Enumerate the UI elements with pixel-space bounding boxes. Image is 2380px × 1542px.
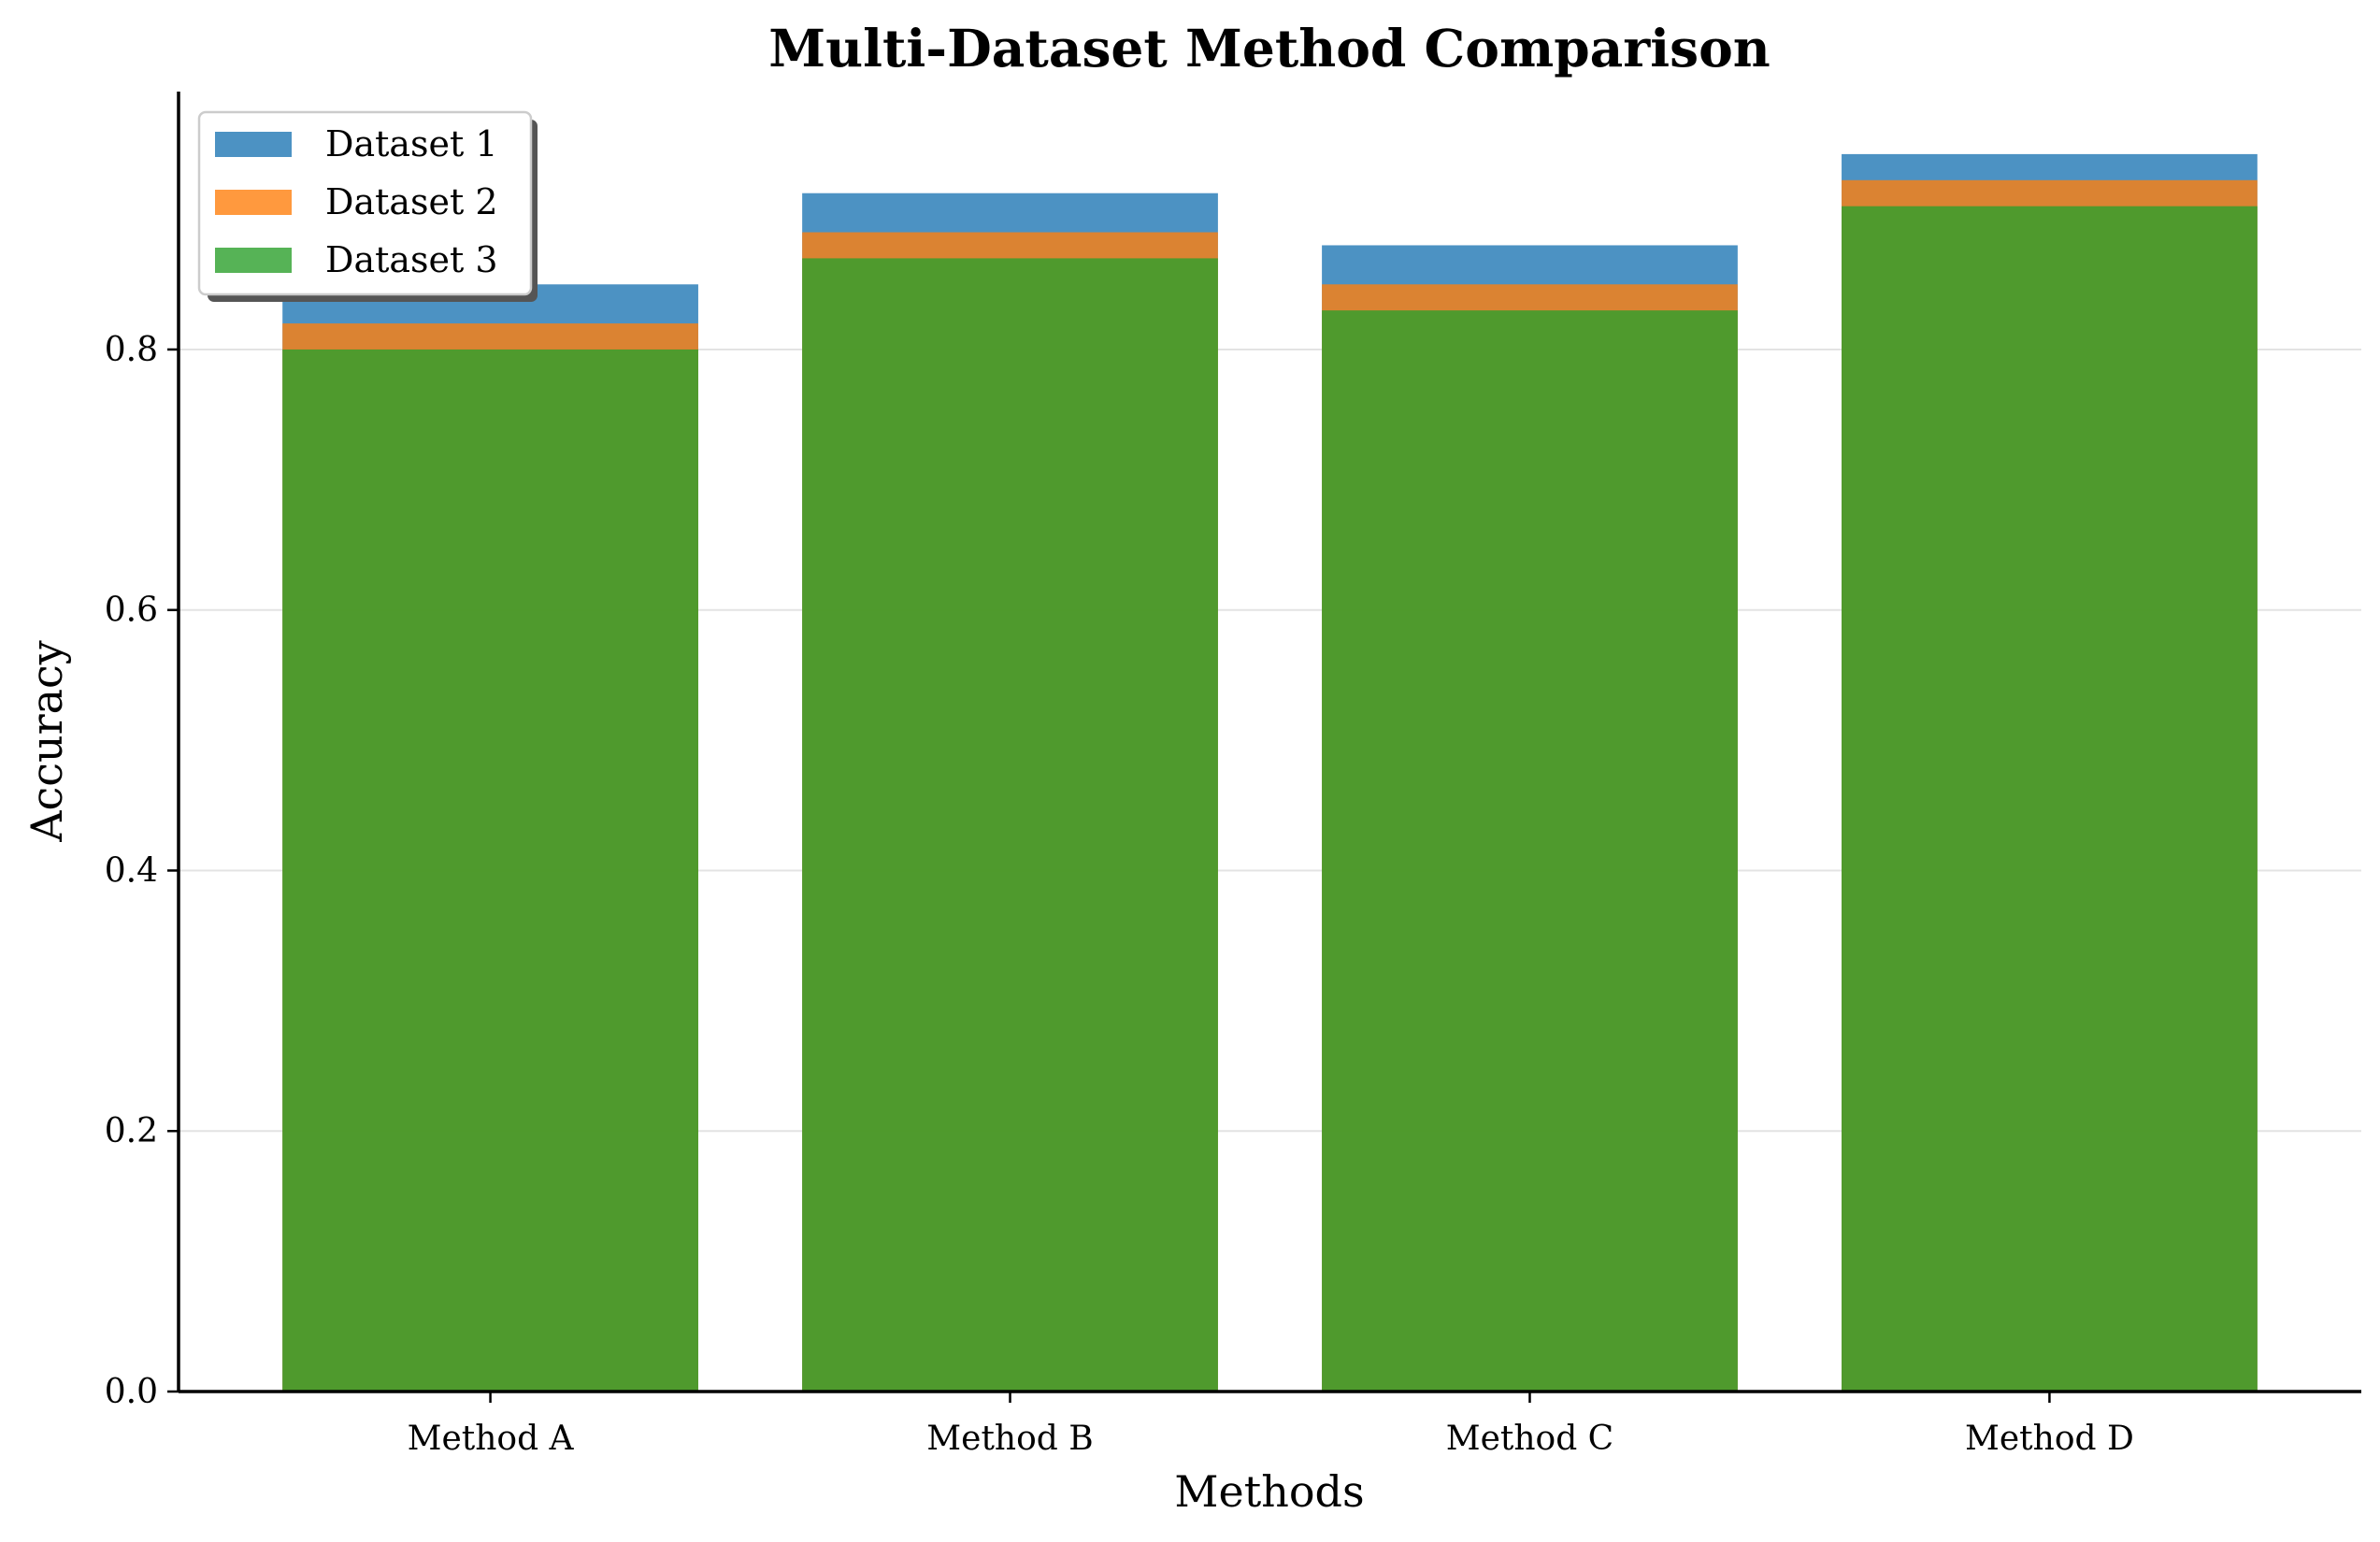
y-tick-label: 0.4 <box>105 851 158 890</box>
y-tick-label: 0.8 <box>105 331 158 369</box>
bar-dataset-3-method-a <box>282 349 698 1392</box>
x-axis-label: Methods <box>1174 1466 1364 1517</box>
y-tick-label: 0.6 <box>105 592 158 630</box>
ticks-layer: 0.0 0.2 0.4 0.6 0.8 Method A Method B Method C M… <box>105 331 2134 1458</box>
legend-label-dataset-3: Dataset 3 <box>325 239 498 280</box>
y-tick-label: 0.0 <box>105 1373 158 1411</box>
legend: Dataset 1 Dataset 2 Dataset 3 <box>197 110 538 302</box>
x-tick-label: Method B <box>926 1420 1093 1458</box>
legend-label-dataset-2: Dataset 2 <box>325 181 498 222</box>
chart-title: Multi-Dataset Method Comparison <box>768 18 1771 79</box>
axes-layer <box>177 92 2361 1393</box>
bar-dataset-3-method-d <box>1842 206 2258 1392</box>
legend-entries: Dataset 1 Dataset 2 Dataset 3 <box>215 123 498 280</box>
x-tick-label: Method A <box>408 1420 575 1458</box>
legend-swatch-dataset-1 <box>215 132 292 157</box>
y-tick-label: 0.2 <box>105 1112 158 1150</box>
bars-layer <box>282 153 2258 1392</box>
y-axis-label: Accuracy <box>22 640 72 843</box>
bar-dataset-3-method-c <box>1322 310 1738 1392</box>
bar-dataset-3-method-b <box>802 258 1218 1392</box>
x-tick-label: Method C <box>1446 1420 1614 1458</box>
legend-swatch-dataset-2 <box>215 190 292 215</box>
x-tick-label: Method D <box>1965 1420 2134 1458</box>
legend-swatch-dataset-3 <box>215 248 292 273</box>
legend-label-dataset-1: Dataset 1 <box>325 123 498 164</box>
